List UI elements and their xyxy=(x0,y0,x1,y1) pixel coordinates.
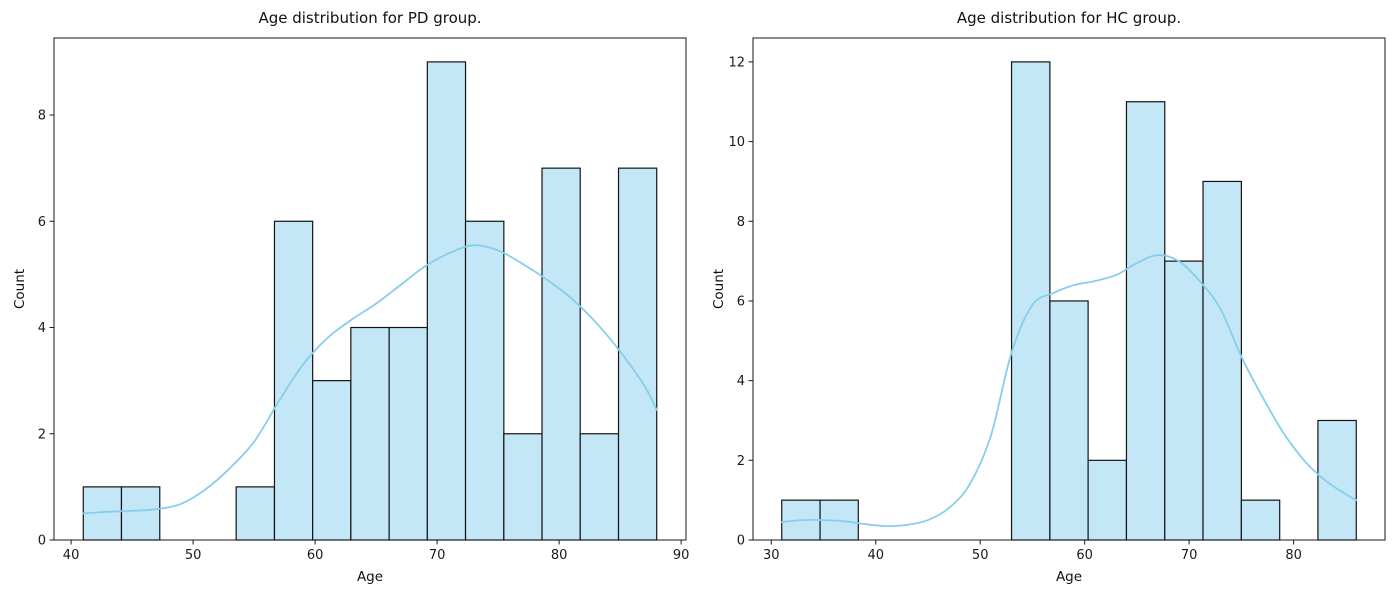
histogram-bar xyxy=(541,167,581,541)
y-tick-label: 10 xyxy=(728,135,745,150)
kde-curve xyxy=(780,254,1358,528)
axes-spines xyxy=(752,37,1386,541)
histogram-bar xyxy=(579,433,620,541)
x-axis-label-pd: Age xyxy=(356,569,384,585)
x-tick-label: 30 xyxy=(763,548,780,563)
subplot-hc: Age distribution for HC group. Count 30 4… xyxy=(700,0,1400,600)
x-tick-label: 60 xyxy=(1076,548,1093,563)
histogram-plot-pd: 40 50 60 70 80 90 0 2 4 6 8 xyxy=(38,37,690,563)
y-tick-label: 12 xyxy=(728,55,745,70)
x-tick-label: 80 xyxy=(1285,548,1302,563)
x-tick-label: 40 xyxy=(63,548,80,563)
y-tick-label: 6 xyxy=(737,294,745,309)
y-tick-label: 4 xyxy=(737,374,745,389)
x-tick-label: 70 xyxy=(429,548,446,563)
axes-spines xyxy=(53,37,687,541)
histogram-bar xyxy=(273,220,314,541)
histogram-bar xyxy=(1010,61,1051,541)
histogram-bar xyxy=(464,220,505,541)
chart-title-pd: Age distribution for PD group. xyxy=(258,9,482,27)
y-tick-label: 4 xyxy=(38,321,46,336)
x-tick-label: 90 xyxy=(673,548,690,563)
histogram-bar xyxy=(1202,180,1242,541)
histogram-bar xyxy=(1164,260,1204,541)
histogram-bar xyxy=(388,326,428,541)
histogram-bar xyxy=(350,326,390,541)
y-tick-label: 0 xyxy=(737,534,745,549)
histogram-bar xyxy=(1049,300,1089,541)
x-tick-label: 70 xyxy=(1181,548,1198,563)
histogram-bar xyxy=(235,486,276,541)
x-tick-label: 60 xyxy=(307,548,324,563)
histogram-bar xyxy=(503,433,543,541)
x-tick-label: 50 xyxy=(185,548,202,563)
histogram-bar xyxy=(312,380,352,541)
x-tick-label: 40 xyxy=(867,548,884,563)
y-tick-label: 8 xyxy=(737,215,745,230)
histogram-bar xyxy=(1125,101,1166,541)
y-tick-label: 2 xyxy=(737,454,745,469)
x-axis-label-hc: Age xyxy=(1055,569,1083,585)
kde-curve xyxy=(82,244,658,515)
histogram-bar xyxy=(120,486,161,541)
y-tick-label: 2 xyxy=(38,427,46,442)
chart-title-hc: Age distribution for HC group. xyxy=(956,9,1182,27)
histogram-bar xyxy=(617,167,658,541)
x-tick-label: 50 xyxy=(972,548,989,563)
histogram-bar xyxy=(426,61,467,541)
histogram-bar xyxy=(1087,459,1128,541)
x-tick-label: 80 xyxy=(551,548,568,563)
y-tick-label: 0 xyxy=(38,534,46,549)
subplot-pd: Age distribution for PD group. Count 40 5… xyxy=(12,9,690,585)
histogram-plot-hc: 30 40 50 60 70 80 0 2 4 6 8 10 12 xyxy=(728,37,1386,563)
y-tick-label: 6 xyxy=(38,215,46,230)
histogram-bar xyxy=(1240,499,1281,541)
y-tick-label: 8 xyxy=(38,109,46,124)
